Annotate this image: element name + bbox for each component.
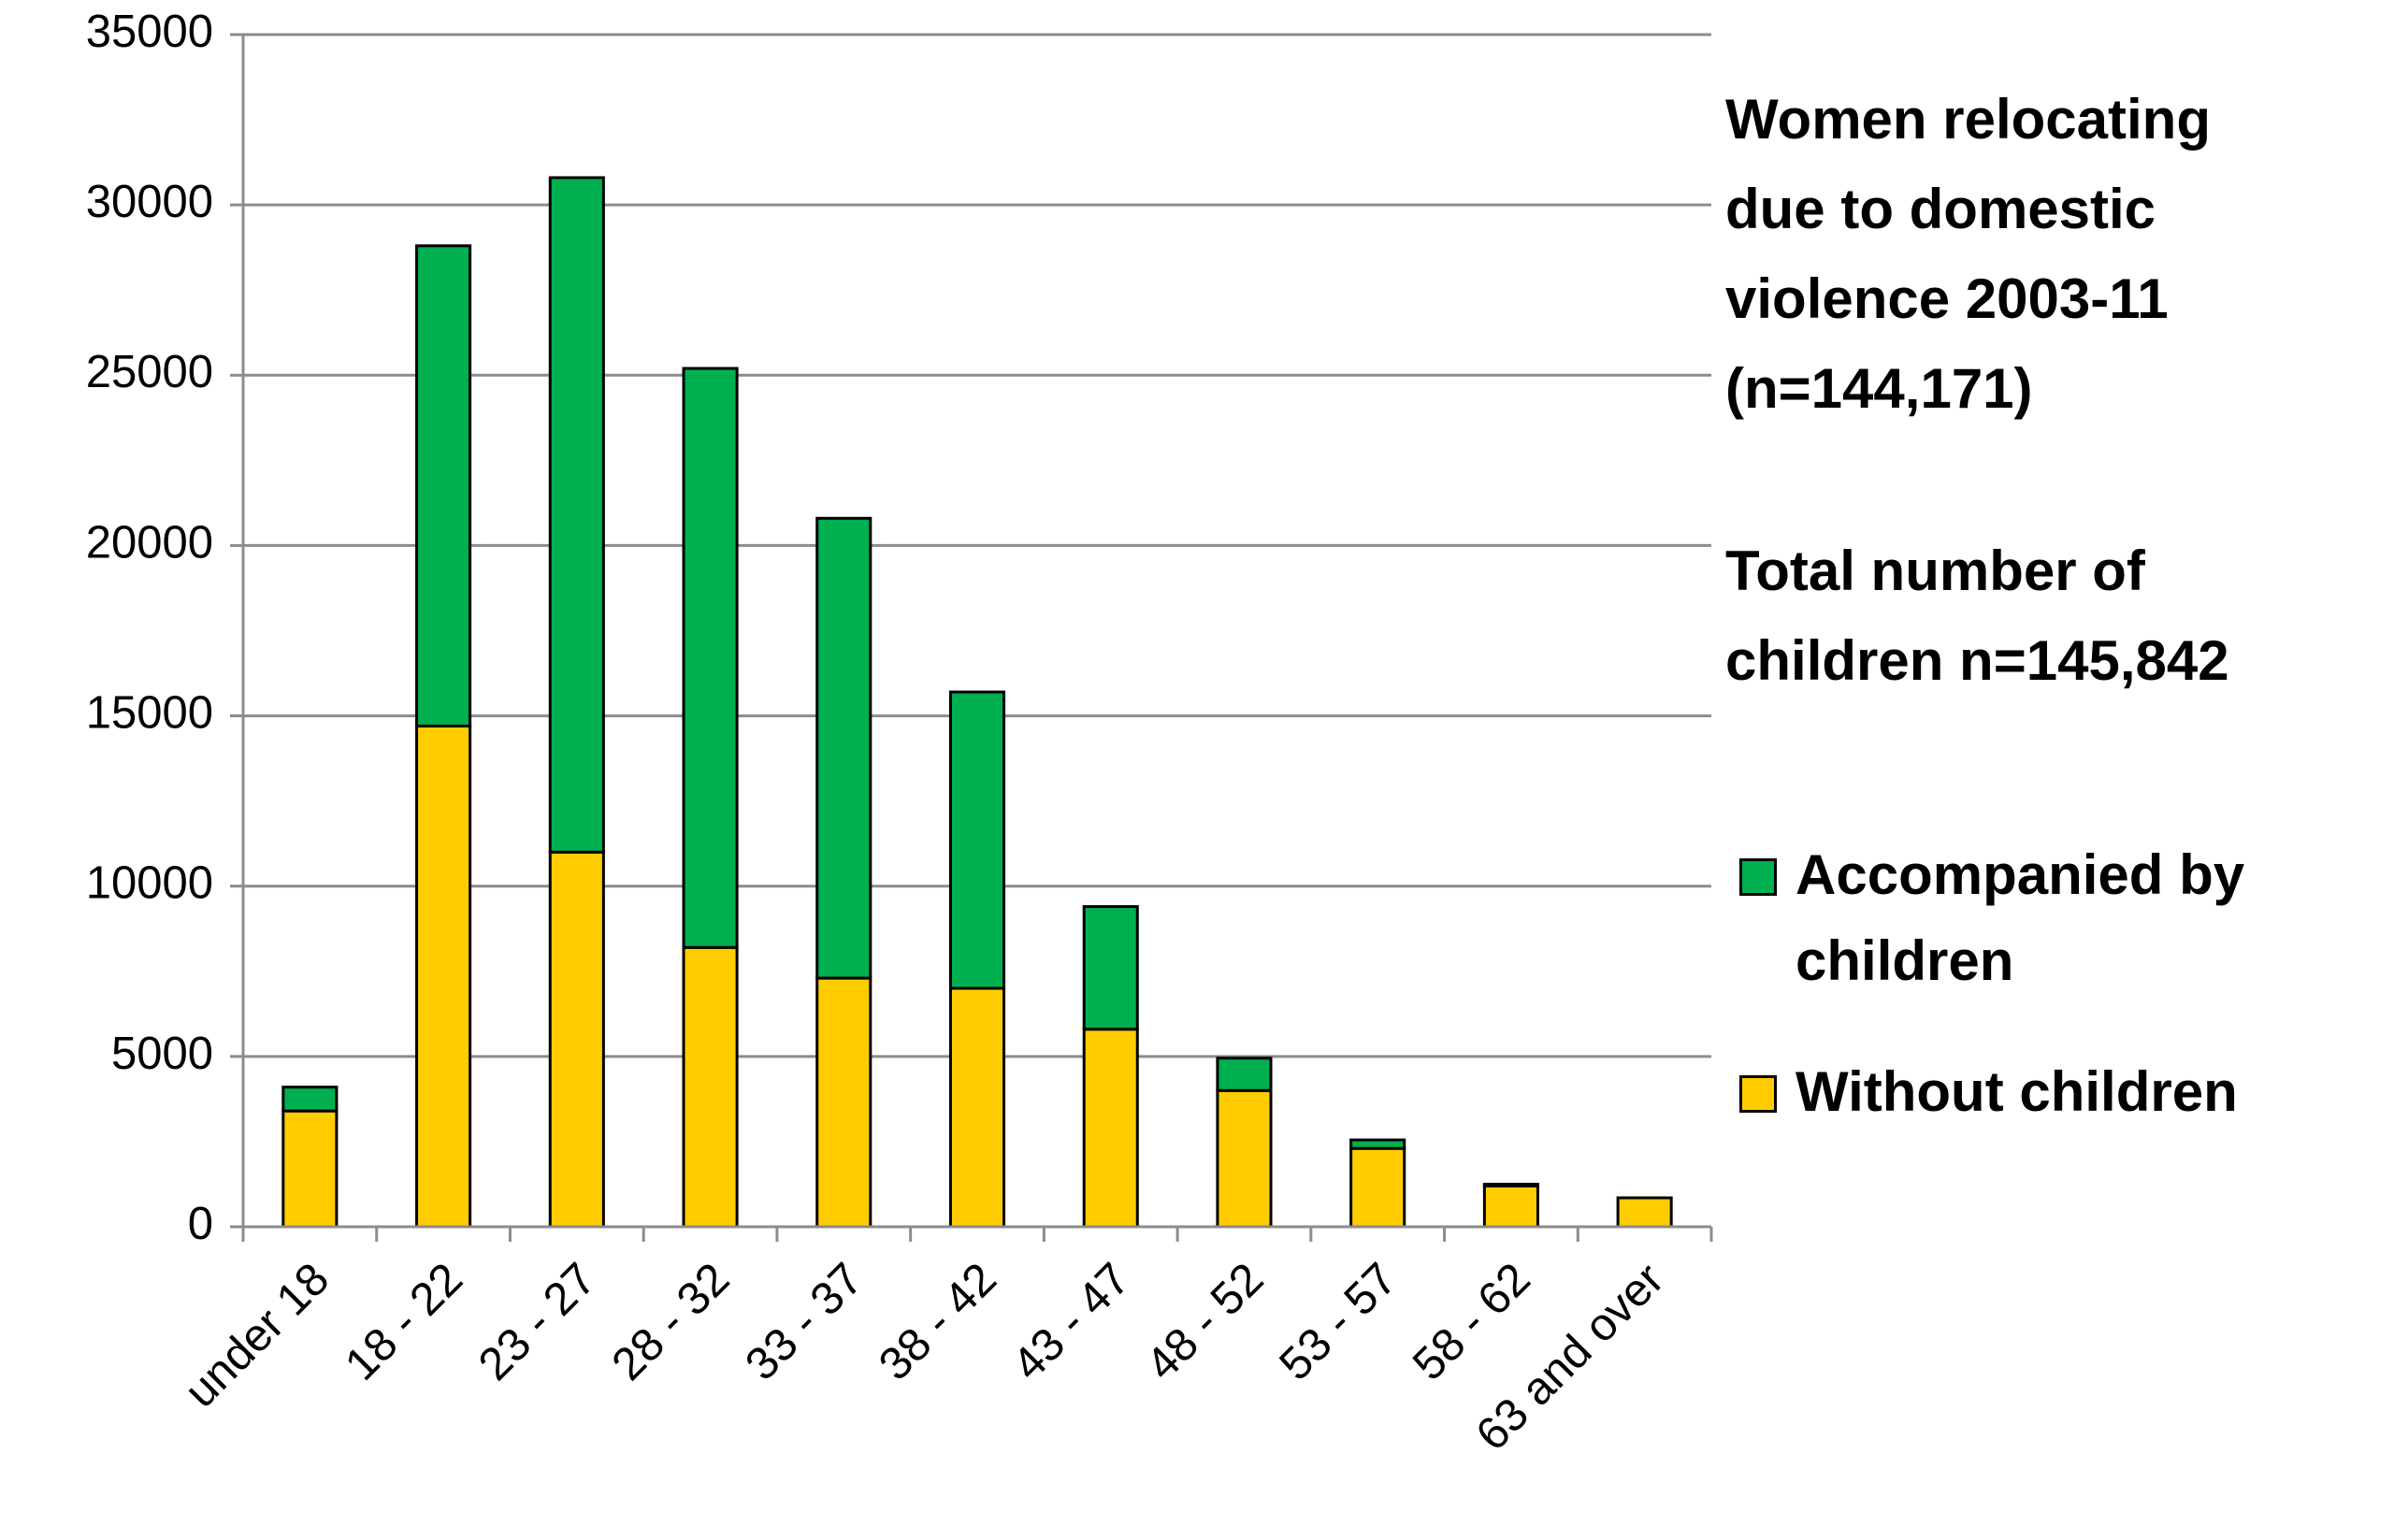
bar-segment — [815, 976, 873, 1229]
title-line: violence 2003-11 — [1725, 267, 2169, 330]
legend-label-accompanied: Accompanied by children — [1796, 843, 2245, 992]
legend-item-without: Without children — [1739, 1049, 2238, 1135]
bar-segment — [682, 945, 739, 1229]
bar-segment — [548, 850, 605, 1229]
bar-segment — [415, 725, 472, 1229]
children-total-note: Total number of children n=145,842 — [1725, 526, 2229, 706]
bar-segment — [1349, 1138, 1406, 1150]
bar-segment — [281, 1086, 339, 1113]
x-tick-label: 48 - 52 — [1136, 1254, 1273, 1390]
x-tick-label: 38 - 42 — [870, 1254, 1006, 1390]
bar-segment — [281, 1109, 339, 1229]
y-tick-label: 0 — [188, 1199, 213, 1249]
children-note-line: children n=145,842 — [1725, 629, 2229, 692]
legend-swatch-accompanied — [1739, 858, 1777, 896]
title-line: (n=144,171) — [1725, 357, 2033, 420]
x-tick-label: 18 - 22 — [336, 1254, 472, 1390]
bar-segment — [1216, 1088, 1273, 1229]
chart-title: Women relocating due to domestic violenc… — [1725, 75, 2211, 434]
bar-segment — [1082, 905, 1139, 1031]
legend-item-accompanied: Accompanied by children — [1739, 832, 2244, 1004]
title-line: Women relocating — [1725, 88, 2211, 151]
legend-label-without: Without children — [1796, 1060, 2238, 1123]
bar-segment — [1082, 1028, 1139, 1229]
bar-segment — [682, 367, 739, 949]
y-tick-label: 25000 — [86, 347, 213, 397]
bar-segment — [1482, 1182, 1539, 1187]
bar-segment — [1616, 1196, 1673, 1229]
children-note-line: Total number of — [1725, 540, 2145, 602]
x-tick-label: 53 - 57 — [1270, 1254, 1406, 1390]
y-tick-label: 35000 — [86, 7, 213, 57]
x-tick-label: 28 - 32 — [602, 1254, 739, 1390]
x-tick-label: 23 - 27 — [469, 1254, 606, 1390]
y-tick-label: 15000 — [86, 688, 213, 739]
x-tick-label: 43 - 47 — [1003, 1254, 1140, 1390]
x-tick-label: 58 - 62 — [1404, 1254, 1540, 1390]
y-tick-label: 5000 — [111, 1029, 213, 1079]
legend-swatch-without — [1739, 1075, 1777, 1113]
bar-segment — [948, 690, 1006, 990]
x-tick-label: 33 - 37 — [736, 1254, 873, 1390]
bar-segment — [815, 516, 873, 980]
bar-segment — [415, 244, 472, 728]
y-tick-label: 30000 — [86, 177, 213, 227]
title-line: due to domestic — [1725, 178, 2156, 240]
bar-segment — [548, 176, 605, 854]
bar-segment — [948, 986, 1006, 1229]
y-tick-label: 20000 — [86, 517, 213, 568]
bar-segment — [1349, 1146, 1406, 1229]
x-tick-label: under 18 — [175, 1254, 339, 1418]
bar-segment — [1482, 1184, 1539, 1229]
y-tick-label: 10000 — [86, 858, 213, 909]
bar-segment — [1216, 1057, 1273, 1092]
